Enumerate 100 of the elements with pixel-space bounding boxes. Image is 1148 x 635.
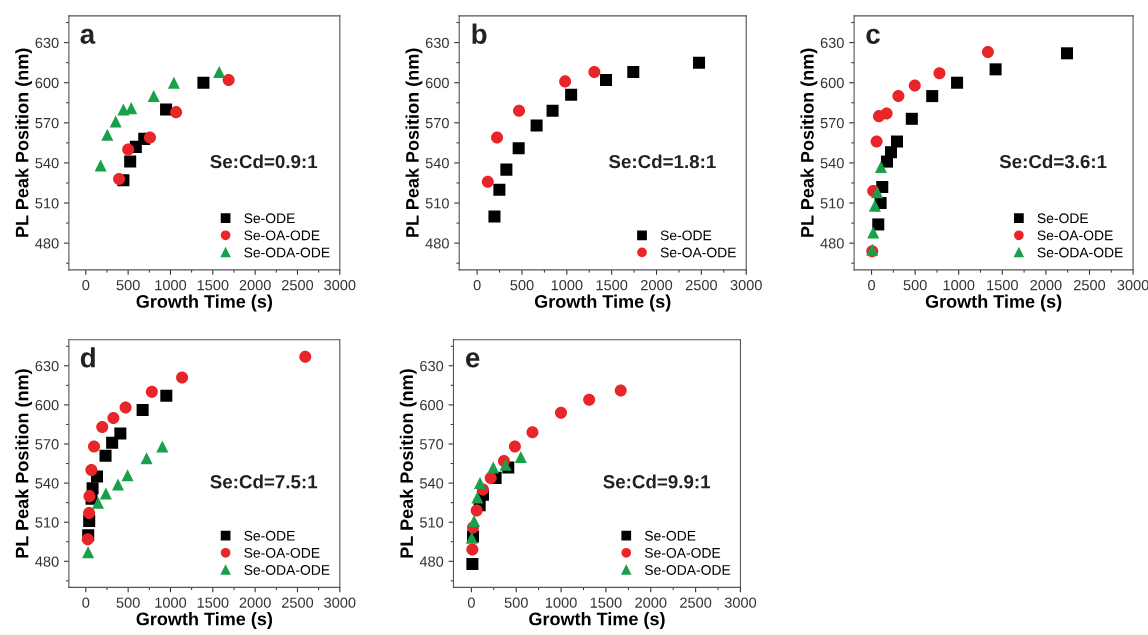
point <box>526 426 539 439</box>
point <box>554 406 568 419</box>
annotation: Se:Cd=1.8:1 <box>608 154 716 169</box>
y-tick-label: 480 <box>820 238 844 249</box>
y-tick-label: 540 <box>425 158 449 169</box>
y-tick-label: 570 <box>425 117 449 129</box>
y-tick-label: 480 <box>35 238 59 249</box>
point <box>111 478 124 491</box>
point <box>868 199 881 212</box>
point <box>470 504 483 517</box>
x-tick-label: 2000 <box>1030 279 1062 291</box>
point <box>512 142 525 155</box>
x-tick-label: 2000 <box>635 597 667 608</box>
annotation: Se:Cd=0.9:1 <box>210 154 318 169</box>
y-axis-title: PL Peak Position (nm) <box>15 369 33 558</box>
point <box>160 103 173 116</box>
x-tick-label: 0 <box>467 597 475 608</box>
point <box>121 469 134 482</box>
point <box>583 393 596 406</box>
y-tick-label: 480 <box>425 238 449 249</box>
point <box>91 496 105 509</box>
point <box>488 210 501 223</box>
point <box>484 471 497 484</box>
point <box>627 66 640 79</box>
y-axis-title: PL Peak Position (nm) <box>800 48 818 237</box>
x-tick-label: 1000 <box>545 597 577 608</box>
y-tick-label: 540 <box>35 478 59 489</box>
point <box>905 112 918 125</box>
x-tick-label: 2000 <box>239 597 271 608</box>
x-tick-label: 2000 <box>239 279 271 291</box>
point <box>170 106 183 119</box>
point <box>113 172 126 185</box>
point <box>559 75 572 88</box>
annotation: a <box>80 28 96 44</box>
point <box>614 384 627 397</box>
point <box>491 131 504 144</box>
x-tick-label: 3000 <box>724 597 757 608</box>
x-tick-label: 2500 <box>685 279 718 291</box>
legend-label: Se-OA-ODE <box>644 547 721 558</box>
x-tick-label: 0 <box>868 279 876 291</box>
x-tick-label: 500 <box>903 279 927 291</box>
point <box>136 404 149 417</box>
y-axis-title: PL Peak Position (nm) <box>399 369 417 558</box>
point <box>890 135 904 148</box>
y-tick-label: 510 <box>35 517 59 528</box>
x-tick-label: 1000 <box>155 597 187 608</box>
y-tick-label: 540 <box>419 478 444 489</box>
point <box>933 67 946 80</box>
point <box>487 461 500 474</box>
point <box>600 74 613 87</box>
legend-label: Se-OA-ODE <box>244 547 320 558</box>
point <box>160 389 173 402</box>
point <box>693 56 706 69</box>
legend-label: Se-ODA-ODE <box>244 565 330 575</box>
y-axis-title: PL Peak Position (nm) <box>15 48 33 237</box>
point <box>981 45 994 58</box>
legend-label: Se-ODE <box>644 530 696 541</box>
x-tick-label: 0 <box>473 279 481 291</box>
legend-label: Se-OA-ODE <box>660 247 736 258</box>
point <box>473 477 487 490</box>
point <box>565 88 578 101</box>
y-tick-label: 510 <box>425 198 449 209</box>
point <box>85 464 98 477</box>
y-tick-label: 630 <box>420 360 444 372</box>
x-tick-label: 1500 <box>590 597 622 608</box>
legend-label: Se-ODE <box>1037 213 1089 224</box>
point <box>468 514 481 527</box>
point <box>908 79 921 92</box>
x-tick-label: 2000 <box>641 279 673 291</box>
y-tick-label: 540 <box>820 158 844 169</box>
point <box>124 155 137 168</box>
legend-label: Se-ODE <box>244 530 295 541</box>
y-tick-label: 600 <box>420 400 444 411</box>
y-tick-label: 600 <box>425 77 449 89</box>
point <box>513 104 526 117</box>
legend-label: Se-ODE <box>660 230 712 241</box>
point <box>99 449 112 462</box>
point <box>466 557 479 570</box>
x-tick-label: 0 <box>82 279 90 291</box>
x-tick-label: 3000 <box>1117 279 1148 291</box>
point <box>951 76 964 89</box>
y-tick-label: 480 <box>35 556 59 567</box>
x-tick-label: 2500 <box>1074 279 1106 291</box>
point <box>880 107 893 120</box>
x-axis-title: Growth Time (s) <box>136 294 273 312</box>
point <box>514 451 527 464</box>
x-axis-title: Growth Time (s) <box>529 612 665 629</box>
point <box>871 186 884 199</box>
point <box>106 436 119 449</box>
y-tick-label: 630 <box>820 37 844 49</box>
y-tick-label: 570 <box>35 117 59 129</box>
y-tick-label: 570 <box>419 439 444 450</box>
point <box>143 131 156 144</box>
point <box>471 491 484 504</box>
point <box>222 74 235 87</box>
y-tick-label: 510 <box>820 198 844 209</box>
point <box>926 90 939 103</box>
point <box>872 218 885 231</box>
x-tick-label: 0 <box>82 597 90 608</box>
legend-label: Se-ODE <box>244 213 295 224</box>
